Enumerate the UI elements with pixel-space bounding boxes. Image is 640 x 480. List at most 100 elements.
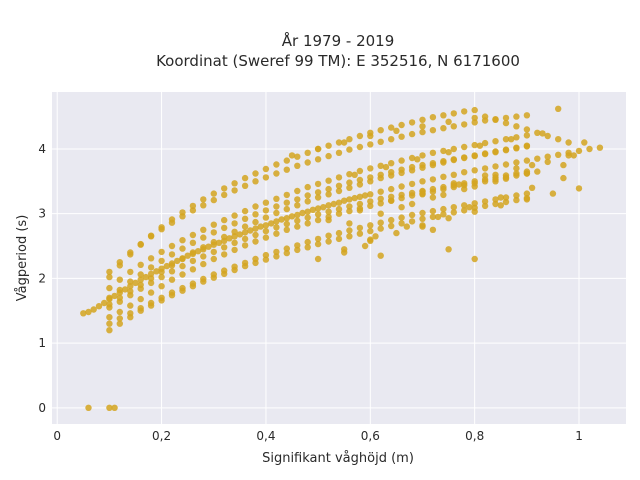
data-point [346,136,353,143]
data-point [481,150,489,157]
data-point [560,174,567,182]
data-point [241,215,249,222]
data-point [294,246,301,254]
data-point [127,292,134,299]
data-point [179,213,186,220]
data-point [492,196,499,203]
data-point [241,242,249,249]
data-point [325,202,332,209]
data-point [481,165,489,172]
data-point [450,204,457,211]
data-point [137,261,144,268]
data-point [106,273,113,281]
data-point [252,178,259,185]
data-point [247,227,254,234]
data-point [241,182,249,189]
data-point [283,220,290,228]
data-point [163,262,170,270]
data-point [419,161,426,169]
data-point [314,180,322,188]
data-point [314,240,322,248]
data-point [221,233,228,241]
data-point [283,249,290,257]
data-point [200,196,207,203]
data-point [304,192,311,199]
y-tick-label: 4 [38,142,46,156]
data-point [461,202,468,209]
data-point [189,257,197,265]
data-point [492,200,499,208]
data-point [346,179,353,186]
data-point [455,181,463,188]
data-point [80,310,87,317]
data-point [179,237,186,244]
data-point [147,270,155,278]
data-point [168,242,176,250]
data-point [419,191,426,198]
data-point [419,215,426,222]
data-point [116,286,124,294]
data-point [221,251,228,258]
data-point [497,202,504,209]
data-point [440,191,447,199]
data-point [189,280,197,287]
data-point [116,308,124,316]
data-point [523,170,531,177]
data-point [283,205,290,213]
data-point [189,266,197,273]
data-point [314,235,322,243]
data-point [283,166,290,173]
data-point [174,257,181,265]
data-point [555,151,562,158]
data-point [330,200,337,208]
data-point [283,199,290,206]
data-point [210,190,217,197]
data-point [85,308,92,316]
data-point [377,162,384,169]
data-point [111,404,118,411]
data-point [189,249,197,256]
data-point [304,149,311,156]
data-point [111,292,118,300]
data-point [575,185,583,192]
y-tick-label: 2 [38,271,46,285]
x-tick-label: 0,2 [152,429,171,443]
data-point [179,284,186,292]
data-point [127,283,134,290]
data-point [221,216,228,224]
data-point [304,214,311,221]
data-point [158,268,165,276]
data-point [121,286,129,293]
chart-title-line-2: Koordinat (Sweref 99 TM): E 352516, N 61… [156,52,520,70]
data-point [210,271,217,278]
data-point [367,198,374,205]
data-point [528,184,536,191]
data-point [273,209,280,217]
data-point [471,141,478,149]
data-point [388,216,395,224]
data-point [137,295,144,303]
data-point [461,143,468,151]
plot-area [52,92,626,424]
data-point [377,127,384,134]
data-point [403,223,410,230]
data-point [231,228,238,235]
data-point [346,171,353,178]
data-point [231,220,238,227]
data-point [127,278,134,285]
data-point [304,238,311,246]
data-point [304,159,311,166]
data-point [445,246,452,253]
data-point [200,260,207,268]
data-point [523,132,531,139]
x-tick-label: 0 [53,429,61,443]
data-point [429,207,437,215]
data-point [534,168,541,175]
data-point [513,165,520,172]
x-tick-label: 0,6 [361,429,380,443]
data-point [200,275,207,283]
data-point [471,167,478,174]
data-point [513,144,520,151]
data-point [101,299,108,307]
